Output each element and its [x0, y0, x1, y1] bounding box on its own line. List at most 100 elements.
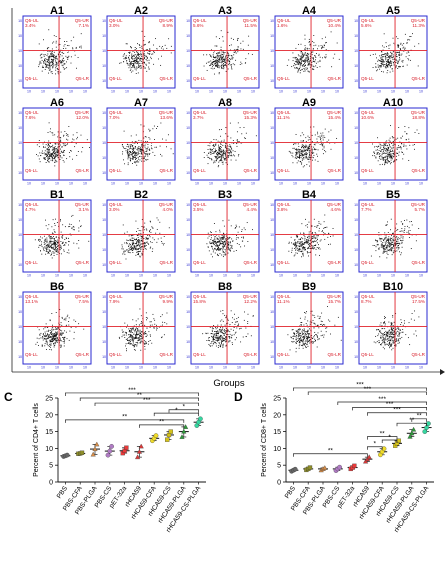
event-dot [128, 52, 130, 54]
event-dot [156, 241, 158, 243]
event-dot [133, 147, 135, 149]
event-dot [376, 244, 378, 246]
event-dot [387, 239, 389, 241]
event-dot [133, 149, 134, 151]
event-dot [383, 149, 385, 151]
event-dot [215, 249, 217, 251]
event-dot [322, 145, 324, 147]
event-dot [130, 329, 132, 331]
event-dot [296, 61, 298, 63]
event-dot [51, 241, 53, 243]
event-dot [70, 56, 72, 58]
event-dot [48, 57, 50, 59]
event-dot [393, 245, 394, 247]
event-dot [63, 249, 65, 251]
event-dot [132, 345, 134, 346]
event-dot [386, 72, 388, 74]
event-dot [77, 136, 78, 138]
event-dot [62, 235, 64, 236]
event-dot [59, 152, 61, 154]
event-dot [223, 232, 224, 234]
event-dot [49, 153, 51, 155]
event-dot [235, 227, 237, 228]
event-dot [135, 59, 137, 61]
event-dot [296, 151, 298, 153]
event-dot [294, 57, 296, 59]
event-dot [54, 343, 56, 345]
event-dot [221, 154, 223, 156]
event-dot [224, 248, 226, 250]
event-dot [396, 152, 398, 154]
event-dot [210, 55, 211, 57]
event-dot [218, 249, 220, 251]
event-dot [227, 57, 229, 59]
event-dot [54, 146, 56, 148]
event-dot [293, 143, 295, 145]
event-dot [43, 62, 45, 64]
event-dot [136, 251, 138, 253]
event-dot [65, 145, 67, 147]
event-dot [65, 133, 67, 135]
x-tick-label: 10 [293, 182, 297, 186]
event-dot [388, 62, 390, 64]
y-tick-label: 10 [186, 79, 190, 83]
event-dot [130, 329, 132, 331]
event-dot [38, 238, 40, 240]
event-dot [53, 337, 54, 339]
quadrant-ll-label: Q5-LL [109, 168, 122, 173]
quadrant-ul-label: Q5-UL [277, 110, 291, 115]
event-dot [53, 238, 55, 240]
event-dot [398, 147, 400, 149]
event-dot [383, 239, 384, 241]
event-dot [400, 252, 402, 254]
event-dot [137, 158, 139, 160]
y-tick-label: 10 [102, 295, 106, 299]
event-dot [221, 149, 223, 151]
event-dot [61, 146, 63, 148]
event-dot [308, 244, 310, 246]
event-dot [395, 245, 397, 247]
event-dot [152, 128, 154, 130]
event-dot [227, 155, 229, 157]
event-dot [307, 226, 309, 228]
event-dot [215, 241, 217, 243]
event-dot [297, 151, 299, 153]
event-dot [298, 145, 300, 147]
event-dot [156, 327, 158, 329]
event-dot [295, 242, 297, 244]
event-dot [139, 149, 141, 151]
x-tick-label: 10 [83, 366, 87, 370]
event-dot [143, 333, 145, 335]
event-dot [308, 154, 310, 155]
event-dot [308, 255, 309, 257]
event-dot [304, 54, 306, 56]
event-dot [134, 156, 136, 158]
event-dot [383, 147, 384, 148]
event-dot [46, 334, 48, 336]
event-dot [390, 60, 392, 62]
event-dot [60, 344, 62, 346]
event-dot [386, 65, 388, 67]
event-dot [57, 149, 59, 151]
event-dot [218, 72, 220, 74]
event-dot [52, 248, 54, 250]
event-dot [130, 67, 132, 68]
event-dot [57, 154, 59, 156]
event-dot [157, 219, 159, 221]
event-dot [54, 157, 56, 159]
event-dot [139, 67, 141, 69]
event-dot [54, 148, 56, 150]
event-dot [397, 52, 399, 53]
event-dot [309, 248, 311, 249]
event-dot [247, 322, 249, 324]
event-dot [392, 143, 394, 145]
event-dot [212, 68, 214, 70]
quadrant-ur-label: Q5-UR [327, 18, 342, 23]
event-dot [302, 244, 304, 245]
event-dot [302, 250, 304, 252]
event-dot [49, 155, 51, 157]
event-dot [128, 250, 130, 252]
event-dot [377, 64, 379, 66]
event-dot [132, 337, 134, 339]
event-dot [241, 230, 243, 232]
